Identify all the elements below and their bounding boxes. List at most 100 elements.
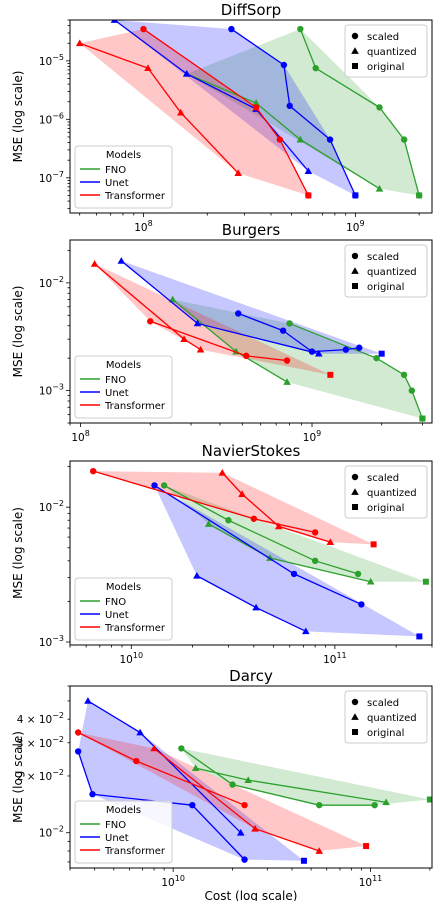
- point-fno-quantized: [204, 520, 213, 527]
- models-legend-box: [74, 355, 173, 419]
- point-unet-scaled: [286, 102, 293, 110]
- point-unet-quantized: [110, 20, 119, 23]
- legend-label-quantized: quantized: [367, 713, 417, 724]
- legend-label-transformer: Transformer: [104, 191, 166, 202]
- y-axis-label: MSE (log scale): [11, 731, 25, 823]
- marker-legend-box: [344, 465, 428, 519]
- point-unet-quantized: [193, 319, 202, 327]
- y-axis-label: MSE (log scale): [11, 71, 25, 163]
- point-unet-scaled: [280, 61, 288, 69]
- point-transformer-quantized: [274, 522, 283, 530]
- point-fno-quantized: [191, 764, 200, 772]
- region-unet: [154, 485, 420, 637]
- point-fno-scaled: [311, 557, 319, 565]
- point-transformer-original: [370, 541, 377, 548]
- legend-label-quantized: quantized: [367, 488, 417, 499]
- point-unet-scaled: [189, 801, 196, 809]
- point-transformer-quantized: [315, 847, 324, 854]
- series-transformer: [74, 729, 370, 854]
- point-fno-original: [419, 415, 426, 422]
- point-transformer-scaled: [283, 357, 291, 364]
- point-transformer-quantized: [238, 490, 246, 497]
- x-tick-label: 1011: [323, 651, 347, 666]
- panel-navierstokes: NavierStokes 1010 1011 10−3 10−2 MSE (log sca…: [11, 442, 433, 666]
- models-legend-title: Models: [106, 805, 141, 816]
- region-unet: [121, 260, 382, 354]
- point-unet-scaled: [326, 136, 334, 143]
- legend-label-fno: FNO: [105, 375, 126, 386]
- point-transformer-scaled: [89, 467, 97, 475]
- point-unet-scaled: [279, 327, 287, 334]
- point-fno-quantized: [382, 798, 390, 806]
- models-legend-box: [74, 577, 173, 641]
- y-tick-label: 10−2: [39, 825, 64, 840]
- region-unet: [78, 700, 304, 861]
- legend-marker-circle: [351, 473, 359, 481]
- point-transformer-original: [363, 843, 370, 850]
- plot-area: [75, 20, 423, 199]
- legend-label-fno: FNO: [105, 597, 126, 608]
- point-transformer-scaled: [252, 104, 260, 111]
- x-axis-label: Cost (log scale): [205, 889, 298, 901]
- point-fno-scaled: [371, 801, 378, 809]
- plot-area: [90, 257, 426, 422]
- point-transformer-scaled: [311, 529, 319, 536]
- chart-title: Darcy: [229, 667, 273, 685]
- region-transformer: [78, 732, 367, 851]
- point-transformer-quantized: [196, 345, 205, 353]
- x-tick-label: 1010: [120, 651, 144, 666]
- point-fno-quantized: [252, 99, 260, 106]
- point-fno-quantized: [283, 378, 291, 385]
- point-transformer-quantized: [144, 64, 152, 72]
- region-transformer: [94, 263, 331, 375]
- point-fno-quantized: [375, 184, 384, 192]
- point-unet-quantized: [315, 349, 323, 357]
- line-fno-scaled: [163, 484, 359, 575]
- legend-marker-triangle: [351, 488, 359, 495]
- legend-label-transformer: Transformer: [104, 401, 166, 412]
- point-unet-scaled: [356, 344, 363, 351]
- point-unet-quantized: [193, 571, 201, 579]
- chart-title: DiffSorp: [221, 1, 281, 19]
- chart-title: Burgers: [222, 221, 281, 239]
- point-fno-original: [426, 796, 432, 803]
- legend-label-unet: Unet: [105, 388, 129, 399]
- point-unet-original: [378, 350, 385, 357]
- legend-label-scaled: scaled: [367, 252, 399, 263]
- legend-label-original: original: [367, 503, 404, 514]
- y-tick-label: 4 × 10−2: [17, 711, 64, 726]
- chart-title: NavierStokes: [202, 442, 301, 460]
- point-unet-scaled: [290, 570, 298, 578]
- point-fno-original: [416, 192, 423, 199]
- point-fno-scaled: [178, 745, 185, 752]
- point-transformer-quantized: [218, 468, 227, 476]
- point-transformer-quantized: [180, 335, 188, 343]
- marker-legend: scaled quantized original: [344, 24, 428, 78]
- x-tick-label: 1010: [161, 874, 185, 889]
- point-transformer-scaled: [140, 25, 147, 33]
- point-unet-quantized: [236, 828, 245, 836]
- point-transformer-scaled: [133, 757, 140, 765]
- point-transformer-scaled: [243, 352, 250, 360]
- legend-marker-square: [352, 63, 358, 69]
- point-fno-scaled: [312, 64, 319, 72]
- models-legend-box: [74, 145, 173, 209]
- marker-legend: scaled quantized original: [344, 690, 428, 744]
- series-fno: [178, 745, 432, 809]
- legend-label-fno: FNO: [105, 165, 126, 176]
- point-fno-scaled: [316, 801, 323, 809]
- point-unet-scaled: [228, 25, 235, 33]
- y-tick-label: 10−5: [39, 53, 64, 68]
- region-transformer: [79, 29, 309, 196]
- point-transformer-scaled: [276, 136, 284, 143]
- marker-legend-box: [344, 690, 428, 744]
- point-fno-scaled: [376, 104, 383, 111]
- point-transformer-quantized: [326, 538, 335, 546]
- point-transformer-original: [327, 371, 334, 378]
- y-tick-label: 10−7: [39, 170, 64, 185]
- legend-label-unet: Unet: [105, 833, 129, 844]
- region-transformer: [93, 471, 374, 545]
- models-legend: Models FNO Unet Transformer: [74, 800, 173, 864]
- legend-label-scaled: scaled: [367, 698, 399, 709]
